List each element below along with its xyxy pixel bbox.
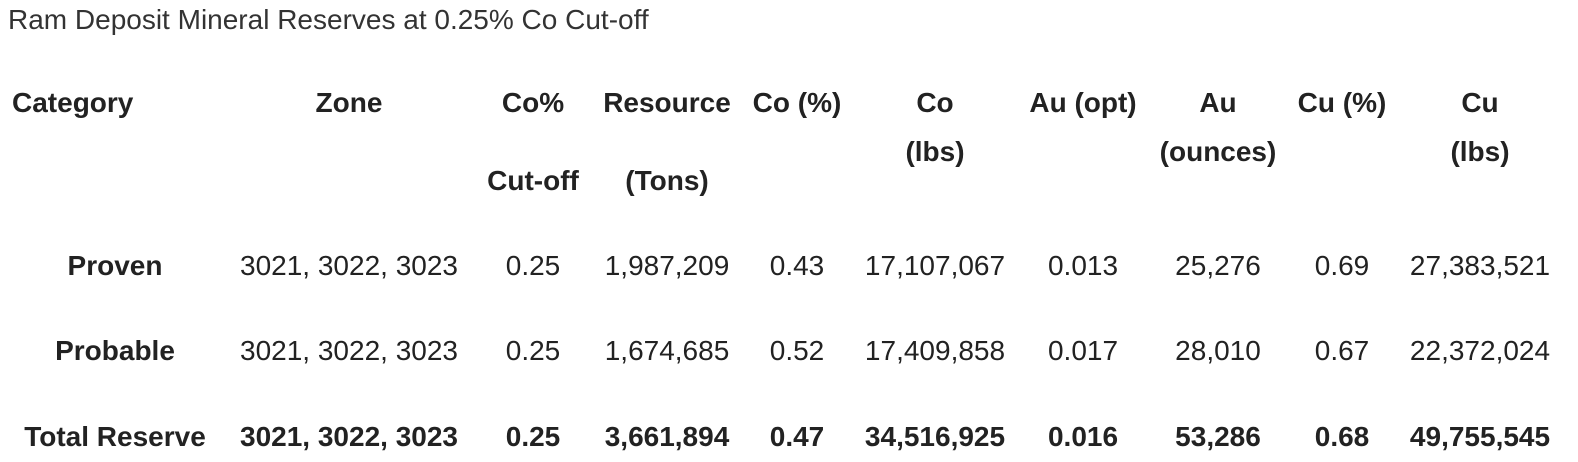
table-cell: 0.43 — [769, 250, 825, 281]
table-cell: 53,286 — [1175, 421, 1261, 452]
table-cell: 0.47 — [769, 421, 825, 452]
column-header: Resource — [603, 87, 731, 118]
table-cell: 0.013 — [1047, 250, 1119, 281]
table-cell: 3021, 3022, 3023 — [240, 421, 458, 452]
table-cell: 0.68 — [1314, 421, 1370, 452]
column-header: (lbs) — [905, 136, 965, 167]
column-header: (Tons) — [625, 165, 709, 196]
table-cell: 0.52 — [769, 335, 825, 366]
column-header: Cut-off — [487, 165, 579, 196]
table-cell: 49,755,545 — [1409, 421, 1551, 452]
table-cell: 22,372,024 — [1409, 335, 1551, 366]
table-cell: 0.25 — [505, 421, 561, 452]
column-header: (lbs) — [1450, 136, 1510, 167]
column-header: Category — [12, 87, 134, 118]
table-cell: 27,383,521 — [1409, 250, 1551, 281]
table-cell: 0.017 — [1047, 335, 1119, 366]
table-cell: 34,516,925 — [864, 421, 1006, 452]
row-header: Proven — [67, 250, 163, 281]
row-header: Probable — [55, 335, 175, 366]
table-cell: 0.25 — [505, 250, 561, 281]
table-cell: 3021, 3022, 3023 — [240, 250, 458, 281]
column-header: Cu — [1461, 87, 1499, 118]
table-cell: 0.67 — [1314, 335, 1370, 366]
column-header: Au — [1199, 87, 1237, 118]
page-title: Ram Deposit Mineral Reserves at 0.25% Co… — [8, 4, 649, 35]
table-cell: 28,010 — [1175, 335, 1261, 366]
column-header: Au (opt) — [1029, 87, 1137, 118]
table-cell: 17,409,858 — [864, 335, 1006, 366]
table-cell: 0.25 — [505, 335, 561, 366]
column-header: Cu (%) — [1297, 87, 1387, 118]
row-header: Total Reserve — [24, 421, 206, 452]
column-header: Zone — [315, 87, 383, 118]
column-header: (ounces) — [1159, 136, 1277, 167]
column-header: Co — [916, 87, 954, 118]
column-header: Co (%) — [752, 87, 842, 118]
table-cell: 3021, 3022, 3023 — [240, 335, 458, 366]
table-cell: 0.016 — [1047, 421, 1119, 452]
column-header: Co% — [501, 87, 565, 118]
table-cell: 1,987,209 — [604, 250, 730, 281]
table-cell: 1,674,685 — [604, 335, 730, 366]
table-cell: 17,107,067 — [864, 250, 1006, 281]
table-cell: 25,276 — [1175, 250, 1261, 281]
table-cell: 3,661,894 — [604, 421, 730, 452]
table-cell: 0.69 — [1314, 250, 1370, 281]
